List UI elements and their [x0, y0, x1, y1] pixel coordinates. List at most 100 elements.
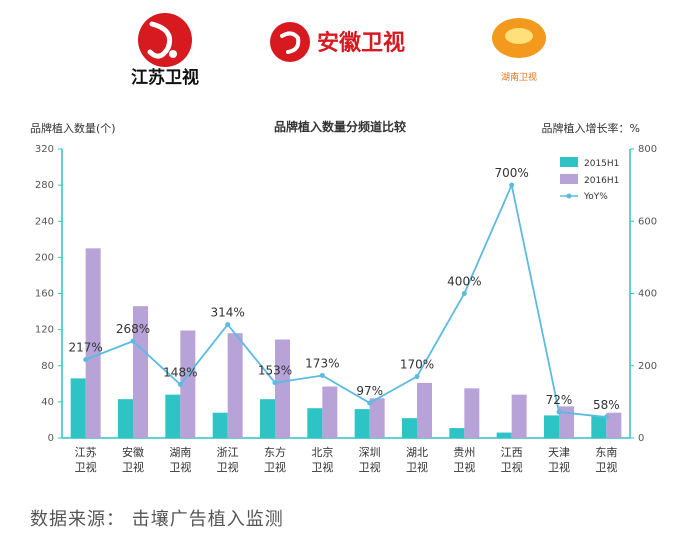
x-tick-label: 浙江: [217, 446, 239, 459]
x-tick-label: 江苏: [75, 446, 97, 459]
x-axis-labels: 江苏卫视安徽卫视湖南卫视浙江卫视东方卫视北京卫视深圳卫视湖北卫视贵州卫视江西卫视…: [75, 445, 618, 474]
y-tick-label: 320: [35, 144, 54, 155]
yoy-point: [461, 291, 467, 296]
y2-axis-title: 品牌植入增长率：%: [542, 121, 640, 135]
bar-2016h1: [369, 398, 385, 438]
bar-2016h1: [85, 248, 101, 438]
jiangsu-logo-mark: [138, 13, 192, 67]
x-tick-label: 卫视: [501, 460, 523, 474]
yoy-data-label: 268%: [116, 322, 150, 336]
yoy-point: [414, 374, 420, 380]
legend: 2015H1 2016H1 YoY%: [560, 157, 619, 202]
chart: 品牌植入数量分频道比较 品牌植入数量(个) 品牌植入增长率：% 0 40 80 120…: [30, 119, 657, 474]
x-tick-label: 卫视: [264, 460, 286, 474]
x-tick-label: 深圳: [359, 446, 381, 459]
bar-2016h1: [275, 339, 290, 438]
axes: 0 40 80 120 160 200 240 280 320 0 200 400 600 800: [35, 144, 657, 444]
anhui-logo-mark: [270, 22, 310, 62]
y2-tick-label: 200: [638, 361, 657, 372]
channel-logos: 江苏卫视 安徽卫视 湖南卫视: [131, 13, 546, 88]
bar-2015h1: [544, 415, 559, 438]
y-tick-label: 160: [35, 289, 54, 300]
bar-2015h1: [354, 409, 370, 438]
yoy-point: [177, 382, 183, 388]
yoy-data-label: 148%: [163, 366, 197, 380]
legend-line-marker: [566, 193, 572, 199]
hunan-logo-text: 湖南卫视: [501, 71, 537, 83]
legend-label: 2016H1: [584, 176, 619, 186]
chart-title: 品牌植入数量分频道比较: [274, 119, 406, 134]
yoy-data-label: 700%: [495, 166, 529, 180]
x-tick-label: 卫视: [122, 460, 144, 474]
x-tick-label: 北京: [311, 445, 333, 459]
x-tick-label: 卫视: [359, 460, 381, 474]
legend-label: YoY%: [583, 192, 608, 202]
yoy-data-label: 153%: [258, 364, 292, 378]
x-tick-label: 湖南: [169, 446, 191, 459]
bar-2016h1: [559, 406, 574, 438]
x-tick-label: 卫视: [595, 460, 617, 474]
yoy-data-label: 170%: [400, 358, 434, 372]
x-tick-label: 贵州: [453, 446, 475, 459]
yoy-point: [603, 414, 609, 420]
x-tick-label: 卫视: [169, 460, 191, 474]
x-tick-label: 卫视: [548, 460, 570, 474]
y-tick-label: 0: [48, 433, 54, 444]
x-tick-label: 东南: [595, 446, 617, 459]
y2-tick-label: 0: [638, 433, 644, 444]
x-tick-label: 安徽: [122, 445, 144, 459]
anhui-logo-text: 安徽卫视: [317, 30, 405, 56]
x-tick-label: 卫视: [217, 460, 239, 474]
anhui-tv-logo: 安徽卫视: [270, 22, 405, 62]
bar-2015h1: [591, 416, 607, 438]
y2-tick-label: 800: [638, 144, 657, 155]
jiangsu-tv-logo: 江苏卫视: [131, 13, 199, 88]
yoy-point: [509, 182, 515, 188]
x-tick-label: 天津: [548, 446, 570, 459]
yoy-data-label: 173%: [305, 357, 339, 371]
y-tick-label: 80: [41, 361, 54, 372]
yoy-data-label: 72%: [546, 393, 573, 407]
bar-2016h1: [417, 382, 432, 438]
bars: [70, 248, 622, 438]
y-tick-label: 240: [35, 216, 54, 227]
y-tick-label: 280: [35, 180, 54, 191]
bar-2015h1: [307, 408, 323, 438]
x-tick-label: 卫视: [406, 460, 428, 474]
bar-2015h1: [118, 399, 133, 438]
bar-2015h1: [496, 432, 512, 438]
x-tick-label: 江西: [501, 446, 523, 459]
bar-2015h1: [212, 412, 228, 438]
yoy-point: [225, 322, 231, 328]
legend-label: 2015H1: [584, 159, 619, 169]
jiangsu-logo-text: 江苏卫视: [131, 67, 199, 88]
bar-2015h1: [165, 394, 181, 438]
x-tick-label: 东方: [264, 445, 286, 459]
yoy-data-label: 58%: [593, 398, 620, 412]
x-tick-label: 卫视: [75, 460, 97, 474]
yoy-data-label: 97%: [356, 384, 383, 398]
y-tick-label: 120: [35, 325, 54, 336]
bar-2016h1: [464, 388, 480, 438]
yoy-line-path: [85, 182, 607, 418]
legend-swatch: [560, 174, 578, 184]
y-tick-label: 200: [35, 252, 54, 263]
yoy-point: [319, 373, 325, 379]
yoy-data-label: 400%: [447, 275, 481, 289]
bar-2015h1: [402, 418, 417, 438]
bar-2015h1: [70, 378, 86, 438]
yoy-point: [272, 380, 278, 386]
bar-2016h1: [511, 394, 527, 438]
bar-2016h1: [606, 412, 622, 438]
bar-2015h1: [449, 428, 465, 438]
hunan-tv-logo: 湖南卫视: [492, 18, 546, 83]
legend-swatch: [560, 157, 578, 167]
yoy-line: 217% 268% 148% 314% 153% 173% 97% 170% 400% 700% 7…: [69, 166, 620, 420]
yoy-data-label: 314%: [211, 306, 245, 320]
yoy-point: [367, 400, 373, 406]
y2-tick-label: 600: [638, 216, 657, 227]
y-tick-label: 40: [41, 397, 54, 408]
yoy-point: [130, 338, 136, 344]
yoy-data-label: 217%: [69, 341, 103, 355]
x-tick-label: 卫视: [453, 460, 475, 474]
